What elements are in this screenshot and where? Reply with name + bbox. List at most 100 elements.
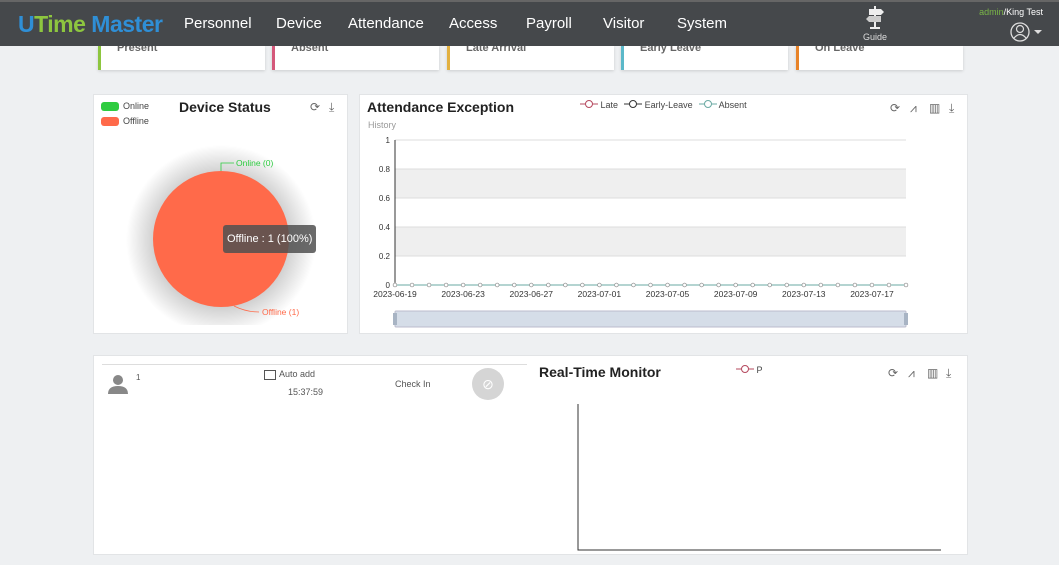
legend-online[interactable]: Online (101, 101, 150, 112)
card-label: Early Leave (640, 42, 702, 54)
logo-time: Time (34, 11, 86, 37)
menu-system[interactable]: System (677, 15, 728, 32)
panel-title: Device Status (179, 99, 271, 115)
menu-device[interactable]: Device (276, 15, 322, 32)
axis (394, 140, 906, 286)
logo[interactable]: UTime Master (18, 11, 163, 38)
card-present[interactable]: Present (98, 43, 265, 70)
data-point (903, 282, 909, 288)
menu-personnel[interactable]: Personnel (184, 15, 252, 32)
data-point (597, 282, 602, 288)
data-point (869, 282, 875, 288)
legend-offline[interactable]: Offline (101, 116, 149, 127)
data-point (750, 282, 755, 288)
realtime-record[interactable]: 1 Auto add 15:37:59 Check In ⊘ (102, 364, 527, 400)
data-point (546, 282, 551, 288)
data-point (767, 282, 772, 288)
x-tick-label: 2023-07-05 (646, 289, 690, 299)
card-label: Absent (291, 42, 329, 54)
grid-band (395, 227, 906, 256)
record-time: 15:37:59 (288, 387, 324, 397)
legend-label: Online (123, 101, 150, 111)
data-point (818, 282, 823, 288)
logo-master: Master (85, 11, 163, 37)
guide-label: Guide (862, 32, 888, 42)
card-late-arrival[interactable]: Late Arrival (447, 43, 614, 70)
pie-slice-offline[interactable] (153, 171, 289, 307)
download-icon[interactable]: ⤓ (329, 100, 335, 114)
realtime-axes (577, 404, 941, 551)
data-point (392, 282, 398, 288)
line-chart: 0 0.2 0.4 0.6 0.8 1 2023-06-19 2023-06-23 2023-0… (373, 136, 909, 328)
card-absent[interactable]: Absent (272, 43, 439, 70)
download-icon[interactable]: ⤓ (946, 366, 952, 380)
line-chart-icon[interactable]: ⩘ (910, 101, 917, 115)
panel-title: Real-Time Monitor (539, 364, 661, 380)
bar-chart-icon[interactable]: ▥ (929, 101, 941, 115)
card-label: Present (117, 42, 158, 54)
data-point (580, 282, 585, 288)
record-device-name: Auto add (279, 369, 316, 379)
user-name: /King Test (1003, 7, 1043, 17)
data-point (852, 282, 858, 288)
zoom-handle[interactable] (393, 313, 397, 325)
user-avatar-icon (1010, 22, 1042, 42)
card-early-leave[interactable]: Early Leave (621, 43, 788, 70)
menu-attendance[interactable]: Attendance (348, 15, 424, 32)
data-point (478, 282, 483, 288)
legend-late[interactable]: Late (580, 100, 618, 110)
x-tick-label: 2023-07-09 (714, 289, 758, 299)
logo-u: U (18, 11, 35, 37)
x-tick-label: 2023-06-27 (510, 289, 554, 299)
legend-absent[interactable]: Absent (698, 100, 747, 110)
data-point (784, 282, 789, 288)
person-icon (108, 375, 128, 394)
line-chart-icon[interactable]: ⩘ (908, 366, 915, 380)
legend-p[interactable]: P (736, 365, 763, 375)
record-user-id: 1 (136, 373, 141, 382)
data-point (716, 282, 721, 288)
realtime-panel: 1 Auto add 15:37:59 Check In ⊘ Real-Time… (93, 355, 968, 555)
download-icon[interactable]: ⤓ (949, 101, 955, 115)
pie-tooltip: Offline : 1 (100%) (223, 225, 317, 253)
menu-visitor[interactable]: Visitor (603, 15, 645, 32)
device-icon (264, 369, 276, 380)
chart-legend: Late Early-Leave Absent (580, 100, 753, 110)
bar-chart-icon[interactable]: ▥ (927, 366, 939, 380)
y-tick-label: 0.2 (379, 252, 391, 261)
legend-label: P (756, 365, 763, 375)
data-point (733, 282, 738, 288)
data-point (443, 282, 449, 288)
data-point (426, 282, 432, 288)
pie-label-online: Online (0) (236, 158, 273, 168)
x-tick-label: 2023-06-23 (441, 289, 485, 299)
user-menu[interactable]: admin/King Test (979, 7, 1043, 45)
data-point (835, 282, 841, 288)
y-tick-label: 0.8 (379, 165, 391, 174)
pie-label-offline: Offline (1) (262, 307, 299, 317)
menu-payroll[interactable]: Payroll (526, 15, 572, 32)
refresh-icon[interactable]: ⟳ (888, 366, 899, 380)
data-point (563, 282, 568, 288)
data-point (801, 282, 806, 288)
zoom-handle[interactable] (904, 313, 908, 325)
card-on-leave[interactable]: On Leave (796, 43, 963, 70)
y-tick-label: 1 (386, 136, 391, 145)
data-point (682, 282, 687, 288)
panel-subtitle: History (368, 120, 397, 130)
x-tick-label: 2023-07-13 (782, 289, 826, 299)
data-point (529, 282, 534, 288)
legend-early-leave[interactable]: Early-Leave (624, 100, 693, 110)
menu-access[interactable]: Access (449, 15, 498, 32)
data-point (886, 282, 892, 288)
zoom-slider[interactable] (394, 310, 907, 328)
refresh-icon[interactable]: ⟳ (310, 100, 321, 114)
attendance-exception-panel: Attendance Exception History Late Early-… (359, 94, 968, 334)
record-state: Check In (395, 379, 431, 389)
pie-chart: Online (0) Offline (1) (126, 145, 316, 325)
refresh-icon[interactable]: ⟳ (890, 101, 901, 115)
panel-title: Attendance Exception (367, 99, 515, 115)
record-device: Auto add (264, 369, 315, 380)
guide-button[interactable]: Guide (860, 4, 890, 42)
data-point (631, 282, 636, 288)
